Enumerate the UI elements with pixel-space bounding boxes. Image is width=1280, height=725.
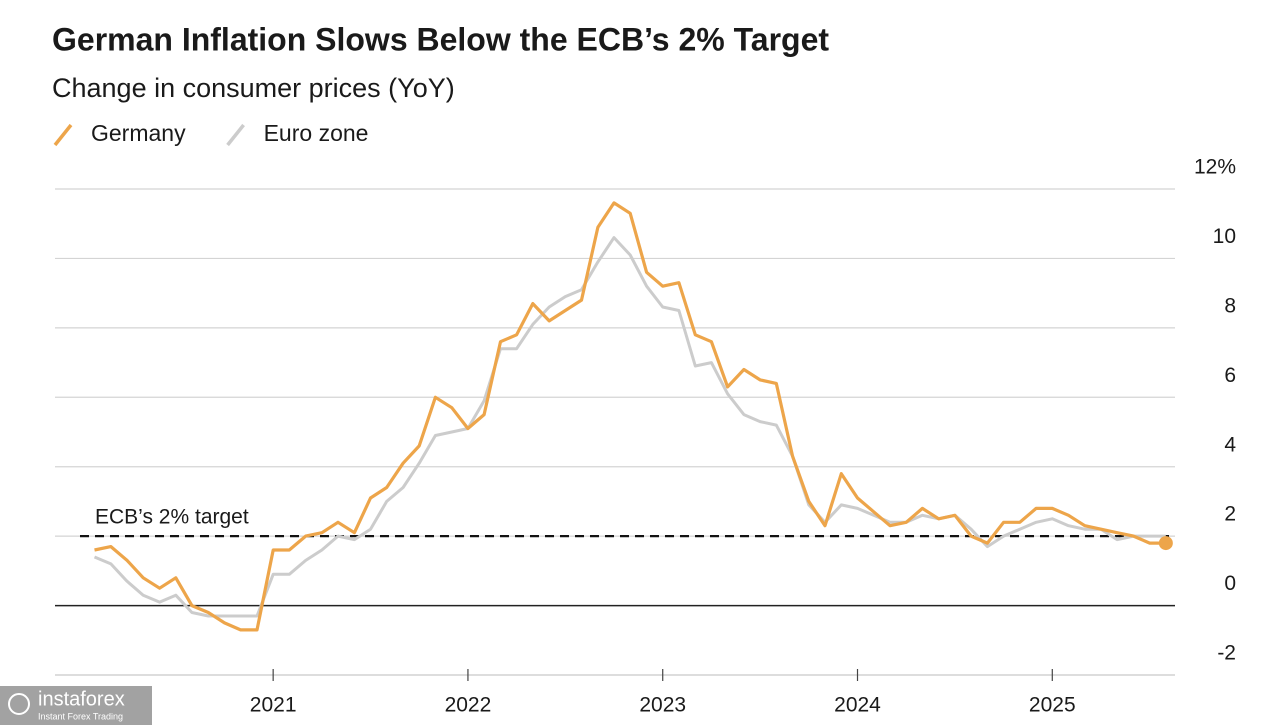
legend: Germany Euro zone [53,120,369,147]
watermark-name: instaforex [38,688,125,710]
chart-title: German Inflation Slows Below the ECB’s 2… [52,21,829,57]
x-tick-label: 2024 [834,694,881,717]
y-tick-label: 6 [1224,364,1236,387]
y-tick-label: 12% [1194,156,1236,179]
legend-label: Euro zone [264,120,369,146]
target-label: ECB’s 2% target [95,506,249,529]
legend-label: Germany [91,120,186,146]
x-tick-label: 2022 [445,694,492,717]
legend-swatch [226,123,245,147]
y-tick-label: -2 [1217,642,1236,665]
chart-subtitle: Change in consumer prices (YoY) [52,73,455,103]
legend-swatch [53,123,73,147]
series-line [94,201,1166,632]
y-tick-label: 0 [1224,572,1236,595]
watermark-tagline: Instant Forex Trading [38,711,123,721]
y-tick-label: 4 [1224,433,1236,456]
watermark-icon [8,693,30,715]
x-tick-label: 2025 [1029,694,1076,717]
y-tick-label: 2 [1224,503,1236,526]
x-tick-label: 2021 [250,694,297,717]
plot-area: -2 0 2 4 6 8 10 12% 2021 2022 2023 2024 2025 ECB’s 2%… [55,156,1236,717]
x-tick-label: 2023 [639,694,686,717]
series-line [93,236,1166,618]
last-point [1158,536,1173,551]
y-tick-label: 10 [1213,225,1236,248]
watermark-bg [0,686,152,725]
y-tick-label: 8 [1224,294,1236,317]
watermark: instaforex Instant Forex Trading [0,686,152,725]
